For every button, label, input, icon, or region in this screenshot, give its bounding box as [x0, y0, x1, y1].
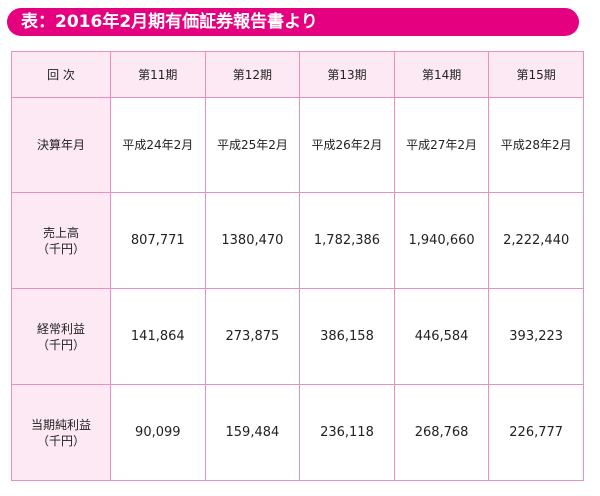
table-cell: 159,484	[204, 384, 301, 481]
table-header-row: 回 次 第11期 第12期 第13期 第14期 第15期	[11, 51, 584, 98]
table-cell: 273,875	[204, 288, 301, 385]
table-row-ordinary-profit: 経常利益 （千円） 141,864 273,875 386,158 446,58…	[11, 288, 584, 385]
row-label-cell: 決算年月	[11, 97, 111, 193]
table-cell: 平成28年2月	[488, 97, 584, 193]
table-cell: 268,768	[393, 384, 490, 481]
header-label-cell: 回 次	[11, 51, 111, 98]
row-unit-label: （千円）	[36, 241, 85, 256]
title-banner: 表：2016年2月期有価証券報告書より	[7, 8, 579, 36]
table-cell: 平成26年2月	[299, 97, 395, 193]
table-cell: 1,782,386	[299, 192, 395, 289]
row-label-cell: 当期純利益 （千円）	[11, 384, 111, 481]
period-header-cell: 第13期	[299, 51, 395, 98]
table-cell: 386,158	[299, 288, 395, 385]
table-row-sales: 売上高 （千円） 807,771 1380,470 1,782,386 1,94…	[11, 192, 584, 289]
table-cell: 2,222,440	[488, 192, 584, 289]
row-label: 決算年月	[36, 138, 85, 152]
period-header-cell: 第15期	[488, 51, 584, 98]
table-cell: 807,771	[110, 192, 206, 289]
table-cell: 平成27年2月	[393, 97, 490, 193]
table-cell: 平成24年2月	[110, 97, 206, 193]
table-cell: 226,777	[488, 384, 584, 481]
table-cell: 1,940,660	[393, 192, 490, 289]
table-cell: 141,864	[110, 288, 206, 385]
row-label-cell: 売上高 （千円）	[11, 192, 111, 289]
table-cell: 446,584	[393, 288, 490, 385]
row-label: 売上高	[42, 225, 79, 240]
page-title: 表：2016年2月期有価証券報告書より	[21, 12, 318, 32]
table-cell: 90,099	[110, 384, 206, 481]
table-row-fiscal-month: 決算年月 平成24年2月 平成25年2月 平成26年2月 平成27年2月 平成2…	[11, 97, 584, 193]
period-header-cell: 第14期	[393, 51, 490, 98]
period-header-cell: 第11期	[110, 51, 206, 98]
table-cell: 236,118	[299, 384, 395, 481]
period-header-cell: 第12期	[204, 51, 301, 98]
row-label-cell: 経常利益 （千円）	[11, 288, 111, 385]
row-label: 経常利益	[36, 321, 85, 336]
table-row-net-income: 当期純利益 （千円） 90,099 159,484 236,118 268,76…	[11, 384, 584, 481]
row-unit-label: （千円）	[36, 337, 85, 352]
financial-table: 回 次 第11期 第12期 第13期 第14期 第15期 決算年月 平成24年2…	[11, 51, 584, 481]
table-cell: 平成25年2月	[204, 97, 301, 193]
table-cell: 1380,470	[204, 192, 301, 289]
row-label: 当期純利益	[30, 417, 91, 432]
row-unit-label: （千円）	[36, 433, 85, 448]
table-cell: 393,223	[488, 288, 584, 385]
